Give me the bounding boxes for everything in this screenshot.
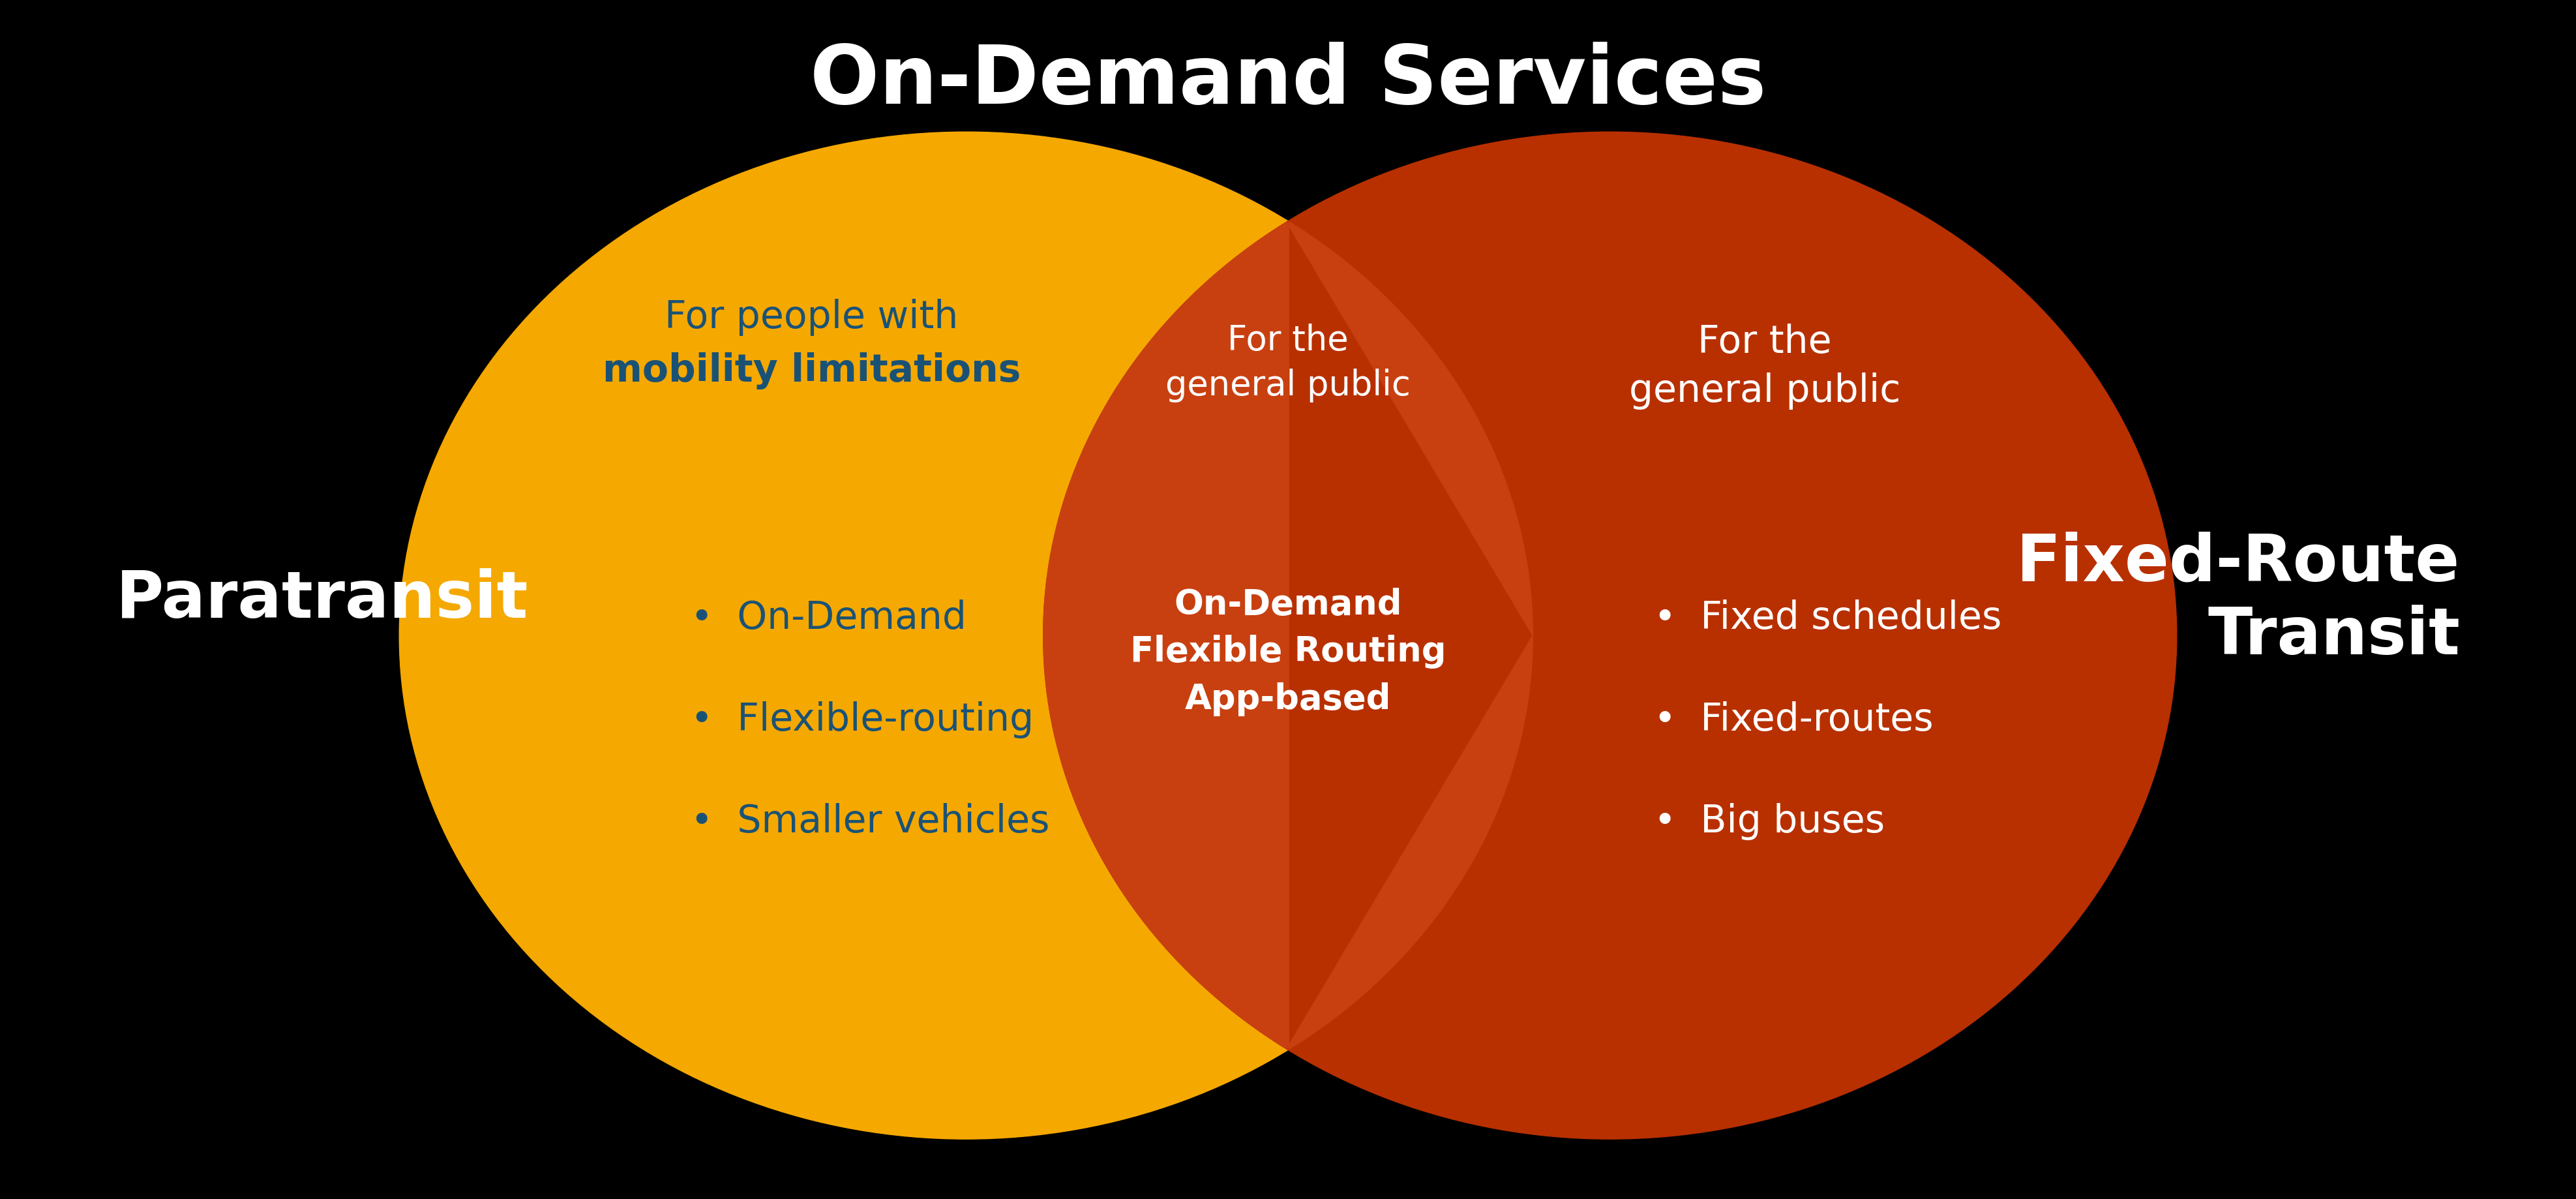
Text: For the
general public: For the general public <box>1628 324 1901 410</box>
Text: •  Flexible-routing: • Flexible-routing <box>690 701 1033 739</box>
Text: For people with: For people with <box>665 299 958 336</box>
Text: •  Smaller vehicles: • Smaller vehicles <box>690 803 1048 840</box>
Text: On-Demand
Flexible Routing
App-based: On-Demand Flexible Routing App-based <box>1131 588 1445 716</box>
Text: mobility limitations: mobility limitations <box>603 353 1020 390</box>
Text: Fixed-Route
Transit: Fixed-Route Transit <box>2017 531 2460 668</box>
Polygon shape <box>1043 222 1533 1049</box>
Text: For the
general public: For the general public <box>1164 324 1412 403</box>
Text: •  On-Demand: • On-Demand <box>690 600 966 637</box>
Text: Paratransit: Paratransit <box>116 568 528 631</box>
Ellipse shape <box>399 132 1533 1139</box>
Text: •  Fixed-routes: • Fixed-routes <box>1654 701 1935 739</box>
Text: •  Big buses: • Big buses <box>1654 803 1886 840</box>
Ellipse shape <box>1043 132 2177 1139</box>
Text: On-Demand Services: On-Demand Services <box>809 42 1767 121</box>
Text: •  Fixed schedules: • Fixed schedules <box>1654 600 2002 637</box>
